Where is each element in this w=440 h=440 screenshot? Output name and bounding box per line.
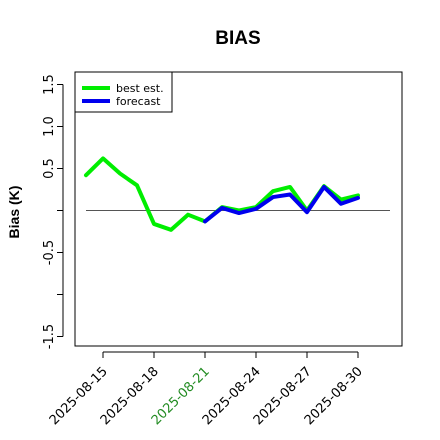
y-tick-label: -1.5 (42, 324, 57, 349)
legend-label-best-est: best est. (116, 82, 164, 95)
y-tick-label: -0.5 (42, 240, 57, 265)
y-tick-label: 0.5 (42, 158, 57, 179)
plot-frame (74, 71, 403, 347)
chart-title: BIAS (215, 28, 260, 49)
series-line-forecast (203, 184, 360, 224)
y-axis-label: Bias (K) (6, 186, 22, 239)
legend-label-forecast: forecast (116, 95, 161, 108)
y-tick-label: 1.0 (42, 116, 57, 137)
y-tick-label: 1.5 (42, 74, 57, 95)
legend: best est. forecast (74, 71, 173, 113)
legend-box (74, 71, 173, 113)
